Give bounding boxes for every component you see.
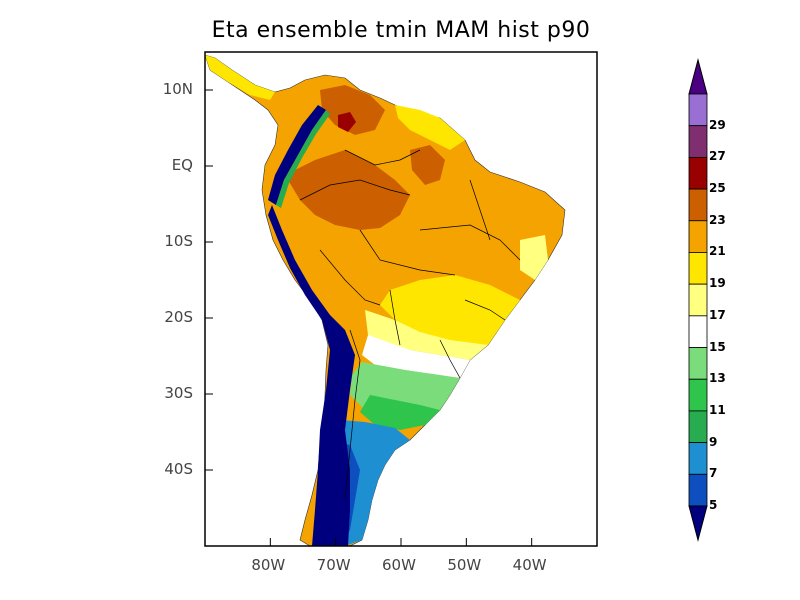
lon-label: 50W xyxy=(447,556,482,574)
colorbar-swatch xyxy=(688,156,708,190)
colorbar-swatch xyxy=(688,347,708,380)
region-yellow-central xyxy=(380,275,520,345)
colorbar-label: 17 xyxy=(709,307,726,322)
region-andes-north xyxy=(268,105,326,205)
colorbar-swatch xyxy=(688,220,708,253)
lon-label: 60W xyxy=(382,556,416,574)
colorbar-label: 19 xyxy=(709,276,726,291)
colorbar-arrow-top xyxy=(688,58,708,95)
colorbar-label: 15 xyxy=(709,339,726,354)
colorbar-label: 7 xyxy=(709,466,718,481)
region-andes-edge xyxy=(276,110,330,208)
lat-label: 10N xyxy=(162,80,193,98)
lon-ticks xyxy=(269,538,533,546)
colorbar-swatch xyxy=(688,315,708,348)
region-high-north xyxy=(320,85,385,135)
colorbar-swatch xyxy=(688,473,708,507)
colorbar-swatch xyxy=(688,125,708,158)
lat-label: EQ xyxy=(171,156,193,174)
colorbar-label: 11 xyxy=(709,402,726,417)
region-andes xyxy=(268,205,355,546)
colorbar-label: 21 xyxy=(709,244,726,259)
lon-label: 70W xyxy=(316,556,351,574)
colorbar-arrow-bottom xyxy=(688,505,708,542)
lon-label: 80W xyxy=(251,556,286,574)
region-max-hotspot xyxy=(338,112,356,132)
lon-label: 40W xyxy=(512,556,547,574)
colorbar-label: 13 xyxy=(709,371,726,386)
lat-label: 40S xyxy=(164,460,193,478)
colorbar-label: 9 xyxy=(709,434,718,449)
colorbar-label: 25 xyxy=(709,181,726,196)
colorbar-swatch xyxy=(688,188,708,222)
region-high-guiana xyxy=(410,145,445,185)
map-canvas xyxy=(205,52,597,546)
country-borders xyxy=(299,149,521,501)
region-green-south xyxy=(360,395,440,430)
colorbar-label: 23 xyxy=(709,212,726,227)
region-lightyellow-ne xyxy=(520,235,548,280)
colorbar-label: 27 xyxy=(709,149,726,164)
colorbar-swatch xyxy=(688,442,708,475)
region-high-amazon xyxy=(285,150,410,230)
colorbar-swatch xyxy=(688,93,708,127)
colorbar-label: 29 xyxy=(709,117,726,132)
lat-label: 30S xyxy=(164,384,193,402)
lat-ticks xyxy=(205,89,213,471)
lat-label: 10S xyxy=(164,232,193,250)
map-title: Eta ensemble tmin MAM hist p90 xyxy=(211,18,591,43)
region-yellow-ne xyxy=(395,105,465,150)
lat-label: 20S xyxy=(164,308,193,326)
colorbar-swatch xyxy=(688,410,708,444)
colorbar-swatch xyxy=(688,252,708,285)
colorbar-label: 5 xyxy=(709,498,718,512)
region-central-america xyxy=(205,55,275,100)
colorbar-swatch xyxy=(688,378,708,412)
colorbar-swatch xyxy=(688,283,708,317)
colorbar xyxy=(688,58,708,542)
